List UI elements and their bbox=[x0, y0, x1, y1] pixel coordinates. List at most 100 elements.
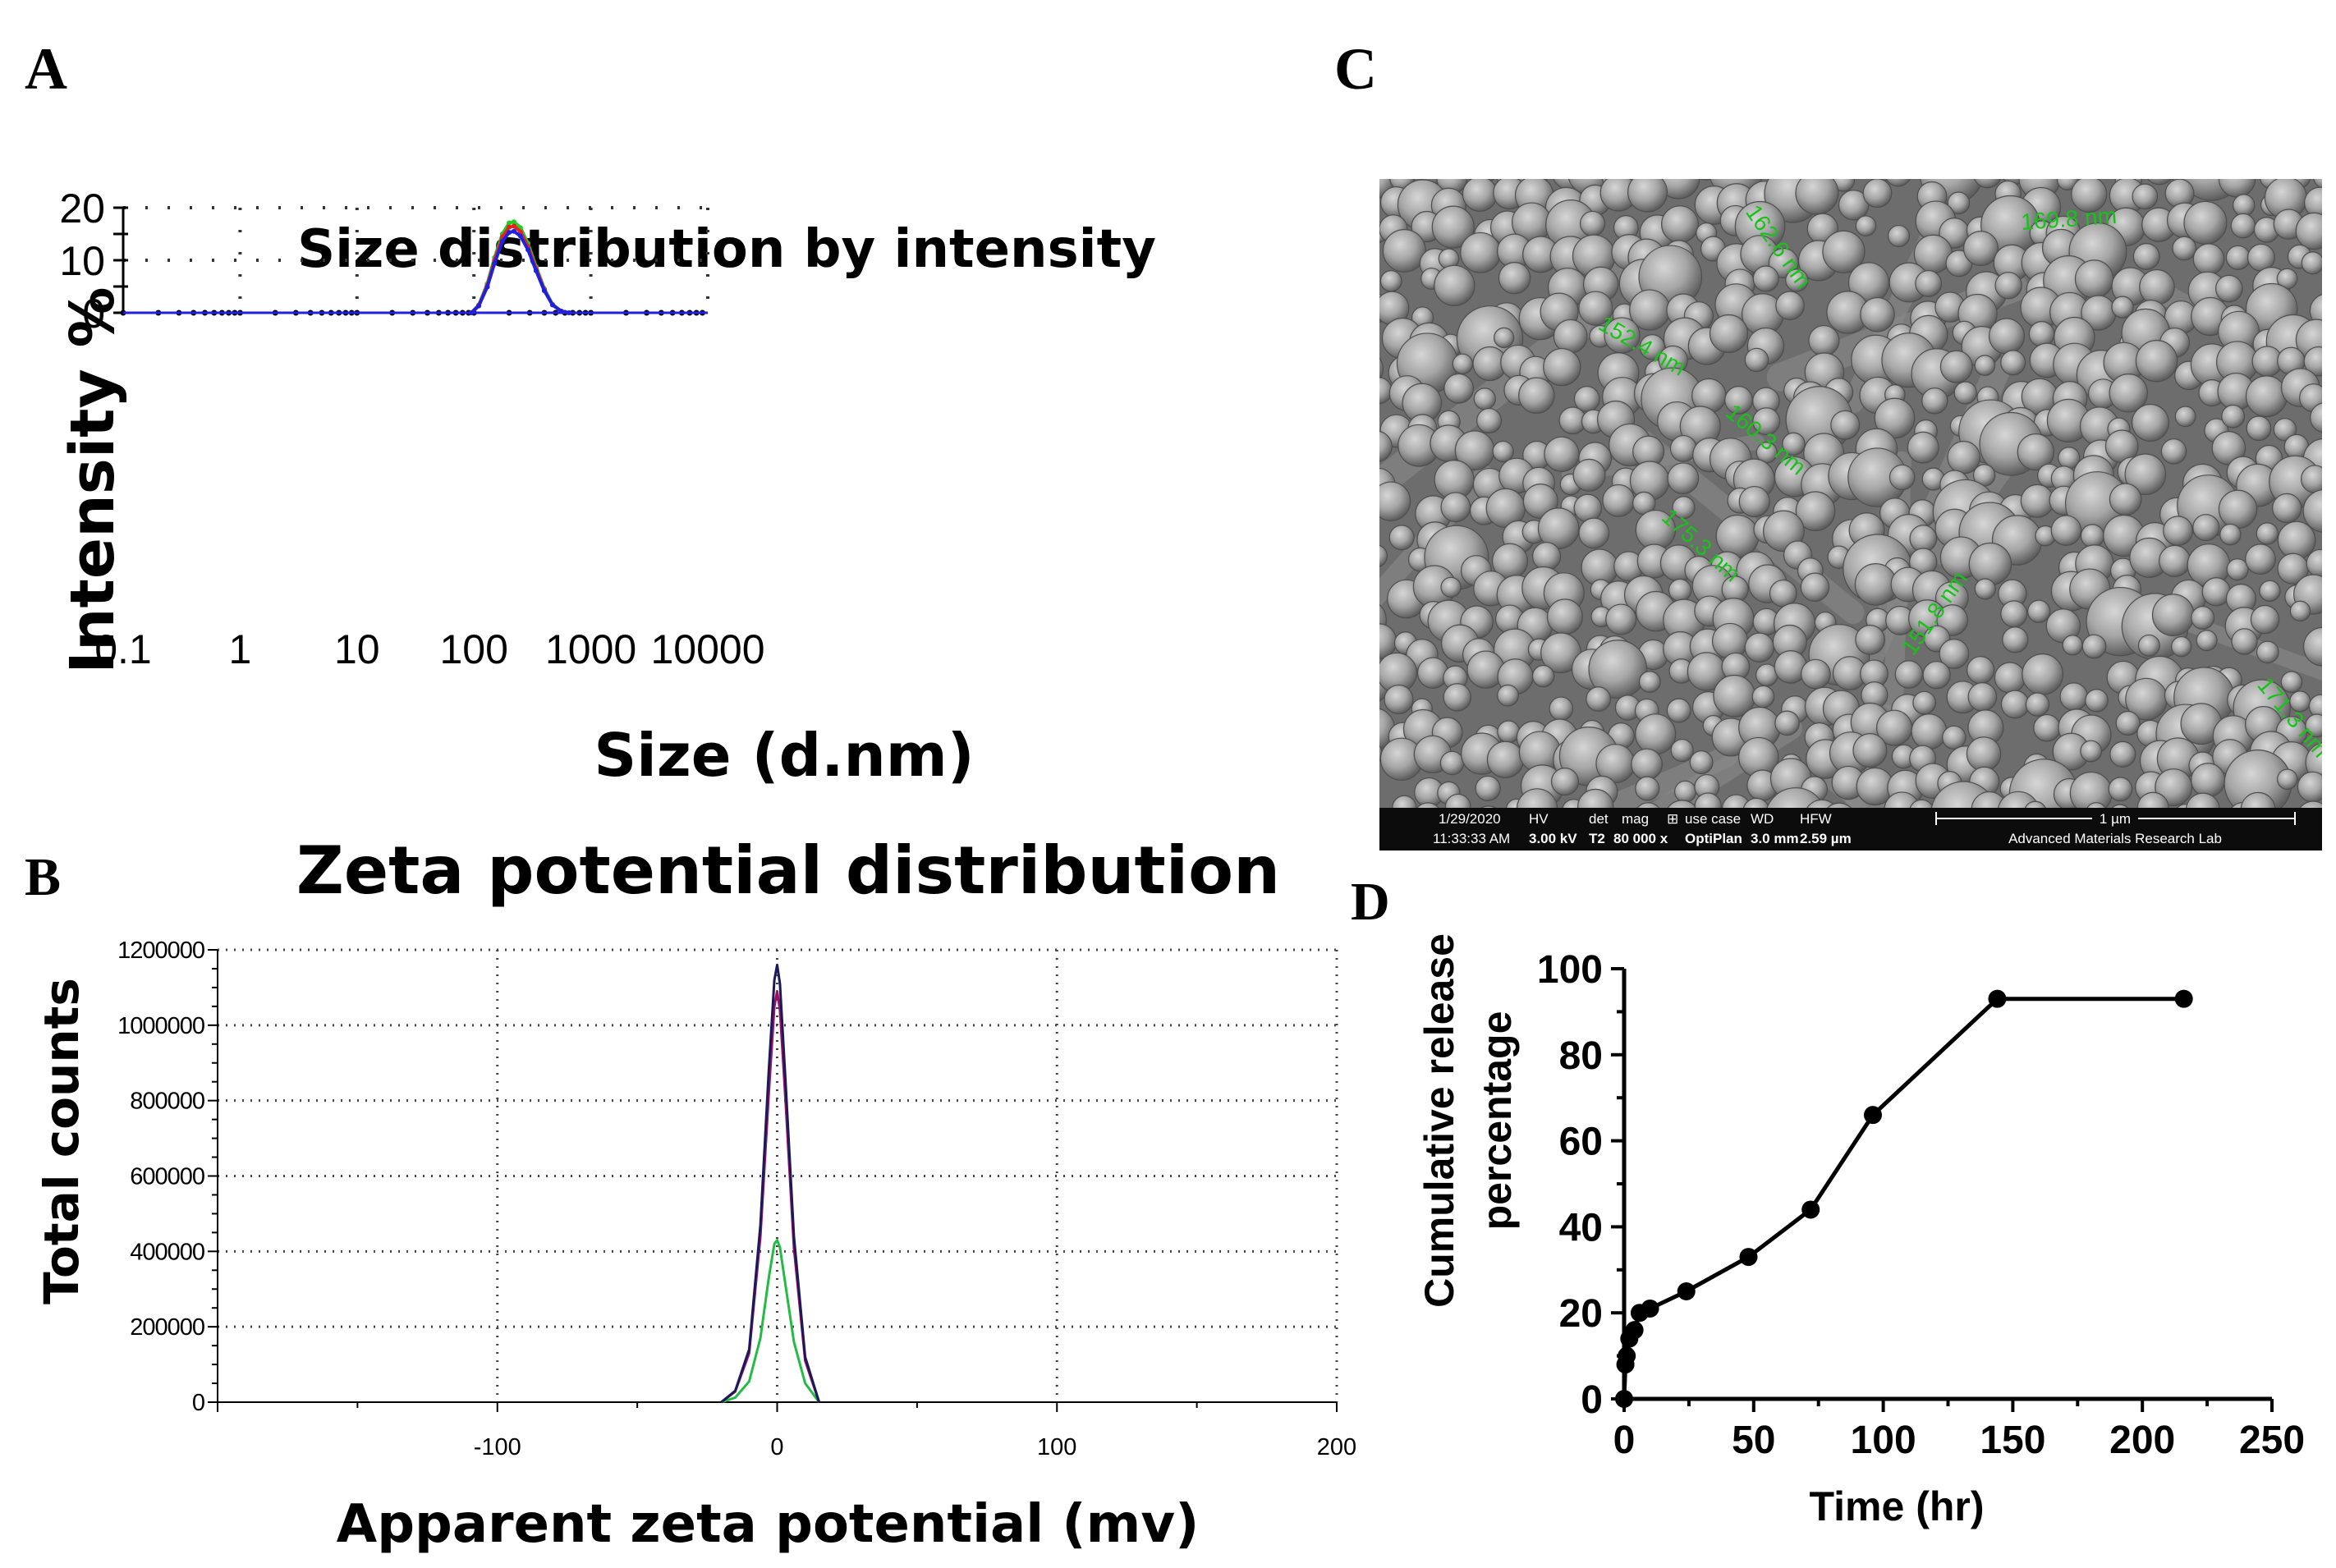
sem-particle bbox=[2135, 340, 2178, 383]
sem-particle bbox=[2124, 453, 2167, 496]
sem-hv-header: HV bbox=[1529, 811, 1549, 827]
sem-particle bbox=[2146, 179, 2172, 186]
sem-particle bbox=[1475, 775, 1501, 802]
sem-grid-header: ⊞ bbox=[1667, 811, 1678, 827]
sem-particle bbox=[1550, 767, 1580, 796]
sem-particle bbox=[1672, 496, 1696, 520]
sem-particle bbox=[1549, 696, 1574, 722]
series-point-3 bbox=[507, 230, 512, 236]
series-point-3 bbox=[525, 247, 531, 253]
sem-particle bbox=[1355, 808, 1383, 836]
sem-particle bbox=[1915, 269, 1943, 297]
sem-wd-value: 3.0 mm bbox=[1751, 831, 1799, 846]
sem-particle bbox=[1661, 205, 1699, 244]
chart-d-x-ticks: 0 50 100 150 200 250 bbox=[1613, 1419, 2305, 1462]
sem-particle bbox=[2024, 800, 2046, 808]
chart-a-y-ticks: 0 10 20 bbox=[59, 186, 105, 337]
sem-particles bbox=[1354, 179, 2322, 836]
sem-particle bbox=[2245, 543, 2276, 575]
sem-particle bbox=[1994, 272, 2022, 300]
sem-particle bbox=[2017, 433, 2054, 471]
y-tick-label: 20 bbox=[1559, 1292, 1603, 1336]
sem-scale-label-bg bbox=[2092, 811, 2138, 826]
sem-particle bbox=[1639, 334, 1666, 360]
panel-letter-b: B bbox=[25, 847, 61, 907]
sem-particle bbox=[1439, 750, 1465, 776]
sem-particle bbox=[2022, 653, 2063, 695]
sem-particle bbox=[1553, 319, 1588, 354]
sem-particle bbox=[1421, 179, 1447, 185]
sem-particle bbox=[2256, 640, 2279, 664]
series-point-2 bbox=[511, 223, 516, 229]
release-point bbox=[1625, 1321, 1644, 1340]
x-tick-label: 0.1 bbox=[94, 626, 152, 672]
sem-particle bbox=[1379, 430, 1393, 462]
sem-particle bbox=[1518, 377, 1555, 414]
sem-particle bbox=[2160, 438, 2187, 465]
x-tick-label: 100 bbox=[1851, 1419, 1916, 1462]
sem-hfw-value: 2.59 µm bbox=[1800, 831, 1852, 846]
x-tick-label: 100 bbox=[439, 626, 507, 672]
sem-micrograph: 162.6 nm 169.8 nm 152.4 nm 160.3 nm 175.… bbox=[1354, 179, 2322, 850]
series-line-3 bbox=[470, 229, 570, 314]
sem-particle bbox=[1354, 686, 1375, 707]
sem-particle bbox=[1635, 713, 1677, 755]
sem-particle bbox=[2136, 791, 2169, 808]
sem-particle bbox=[2059, 682, 2089, 711]
sem-particle bbox=[2132, 183, 2159, 210]
series-point-3 bbox=[492, 260, 498, 266]
sem-particle bbox=[2071, 179, 2108, 213]
chart-b-ylabel: Total counts bbox=[34, 978, 89, 1304]
release-point bbox=[2174, 989, 2193, 1008]
y-tick-label: 800000 bbox=[130, 1089, 204, 1115]
sem-particle bbox=[2219, 523, 2242, 546]
sem-particle bbox=[1988, 318, 2026, 355]
sem-particle bbox=[2299, 383, 2322, 413]
sem-particle bbox=[2028, 321, 2055, 347]
sem-particle bbox=[2111, 804, 2129, 808]
sem-particle bbox=[2313, 179, 2322, 190]
cumulative-release-chart: 0 20 40 60 80 100 0 50 100 150 200 250 Cumulative … bbox=[1416, 933, 2305, 1529]
sem-particle bbox=[2186, 792, 2220, 808]
sem-particle bbox=[1667, 462, 1700, 495]
sem-particle bbox=[1379, 745, 1383, 763]
sem-particle bbox=[1967, 656, 1995, 685]
sem-particle bbox=[1668, 578, 1692, 603]
sem-particle bbox=[2256, 522, 2279, 545]
sem-particle bbox=[2080, 524, 2104, 548]
y-tick-label: 600000 bbox=[130, 1164, 204, 1190]
x-tick-label: 150 bbox=[1980, 1419, 2045, 1462]
sem-particle bbox=[2259, 580, 2281, 602]
sem-particle bbox=[2225, 245, 2251, 270]
sem-particle bbox=[2280, 671, 2303, 694]
sem-particle bbox=[2171, 635, 2192, 658]
sem-particle bbox=[1416, 802, 1439, 808]
sem-particle bbox=[2002, 626, 2029, 653]
chart-a-ylabel: Intensity % bbox=[57, 287, 128, 673]
sem-particle bbox=[1922, 661, 1951, 690]
sem-det-header: det bbox=[1589, 811, 1609, 827]
sem-particle bbox=[2221, 404, 2246, 429]
chart-d-y-ticks: 0 20 40 60 80 100 bbox=[1537, 948, 1603, 1422]
sem-particle bbox=[2183, 200, 2228, 245]
sem-particle bbox=[2027, 599, 2051, 623]
sem-particle bbox=[1531, 664, 1555, 688]
sem-particle bbox=[1588, 640, 1648, 699]
sem-particle bbox=[1638, 671, 1661, 693]
sem-particle bbox=[1443, 683, 1471, 712]
sem-particle bbox=[2000, 600, 2028, 628]
sem-particle bbox=[2159, 544, 2191, 577]
sem-particle bbox=[1382, 228, 1426, 273]
x-tick-label: 250 bbox=[2239, 1419, 2305, 1462]
y-tick-label: 1000000 bbox=[117, 1013, 204, 1039]
sem-particle bbox=[1388, 525, 1415, 551]
sem-particle bbox=[1602, 484, 1636, 517]
series-line-1 bbox=[720, 963, 821, 1404]
chart-b-axes bbox=[208, 949, 1338, 1412]
chart-a-title: Size distribution by intensity bbox=[297, 219, 1156, 280]
sem-particle bbox=[1636, 802, 1660, 808]
series-point-3 bbox=[549, 302, 555, 308]
sem-hfw-header: HFW bbox=[1800, 811, 1832, 827]
sem-particle bbox=[1379, 357, 1384, 381]
